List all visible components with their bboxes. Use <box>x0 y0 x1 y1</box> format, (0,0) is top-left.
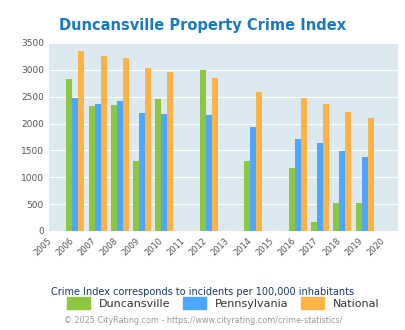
Bar <box>288 168 294 231</box>
Bar <box>316 143 322 231</box>
Bar <box>161 114 167 231</box>
Bar <box>322 104 328 231</box>
Bar <box>111 105 117 231</box>
Bar <box>100 56 107 231</box>
Bar <box>310 222 316 231</box>
Text: Crime Index corresponds to incidents per 100,000 inhabitants: Crime Index corresponds to incidents per… <box>51 287 354 297</box>
Bar <box>256 92 262 231</box>
Text: Duncansville Property Crime Index: Duncansville Property Crime Index <box>59 18 346 33</box>
Bar <box>117 101 123 231</box>
Bar <box>72 98 78 231</box>
Bar <box>88 106 94 231</box>
Text: © 2025 CityRating.com - https://www.cityrating.com/crime-statistics/: © 2025 CityRating.com - https://www.city… <box>64 315 341 325</box>
Bar <box>123 58 128 231</box>
Bar <box>167 73 173 231</box>
Bar <box>344 113 350 231</box>
Bar <box>155 99 161 231</box>
Bar <box>367 117 373 231</box>
Bar <box>66 79 72 231</box>
Bar <box>300 98 306 231</box>
Bar <box>133 161 139 231</box>
Bar <box>333 203 339 231</box>
Legend: Duncansville, Pennsylvania, National: Duncansville, Pennsylvania, National <box>63 293 383 313</box>
Bar <box>244 161 250 231</box>
Bar <box>250 127 256 231</box>
Bar <box>145 68 151 231</box>
Bar <box>360 156 367 231</box>
Bar <box>199 70 205 231</box>
Bar <box>211 78 217 231</box>
Bar <box>339 151 344 231</box>
Bar <box>78 51 84 231</box>
Bar <box>205 115 211 231</box>
Bar <box>139 113 145 231</box>
Bar <box>355 203 360 231</box>
Bar <box>94 104 100 231</box>
Bar <box>294 139 300 231</box>
